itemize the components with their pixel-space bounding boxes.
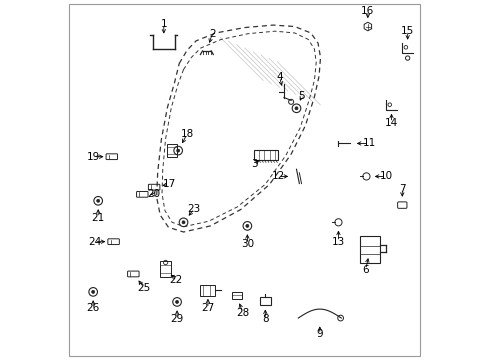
Text: 17: 17: [162, 179, 176, 189]
Text: 21: 21: [91, 213, 104, 222]
Bar: [231, 292, 241, 300]
Text: 18: 18: [180, 129, 193, 139]
Text: 6: 6: [362, 265, 368, 275]
Text: 27: 27: [201, 303, 214, 314]
Text: 11: 11: [362, 139, 375, 148]
Text: 4: 4: [276, 72, 283, 82]
Text: 8: 8: [262, 314, 268, 324]
Text: 14: 14: [384, 118, 397, 128]
Text: 10: 10: [379, 171, 392, 181]
Text: 16: 16: [361, 6, 374, 16]
Text: 22: 22: [169, 275, 183, 285]
Text: 26: 26: [86, 303, 100, 314]
Bar: [160, 261, 171, 277]
Circle shape: [97, 199, 100, 202]
Circle shape: [175, 301, 178, 303]
Text: 5: 5: [298, 91, 305, 102]
Text: 2: 2: [208, 29, 215, 39]
Text: 23: 23: [187, 204, 201, 214]
Bar: [200, 285, 215, 296]
Text: 9: 9: [316, 329, 323, 339]
Text: 20: 20: [147, 189, 161, 199]
Text: 15: 15: [400, 26, 413, 36]
Circle shape: [176, 149, 179, 152]
Bar: [254, 149, 277, 160]
Circle shape: [294, 107, 297, 110]
Bar: [260, 297, 270, 305]
Text: 1: 1: [160, 19, 167, 29]
Text: 7: 7: [398, 184, 405, 194]
Circle shape: [182, 221, 184, 224]
Text: 30: 30: [240, 239, 253, 249]
Circle shape: [91, 291, 95, 293]
Text: 28: 28: [236, 308, 249, 318]
Circle shape: [245, 224, 248, 228]
Bar: [167, 144, 177, 157]
Text: 24: 24: [88, 237, 101, 247]
Text: 19: 19: [86, 152, 100, 162]
Text: 12: 12: [271, 171, 284, 181]
Text: 25: 25: [137, 283, 150, 293]
Text: 29: 29: [170, 314, 183, 324]
Text: 13: 13: [331, 237, 345, 247]
Bar: [360, 237, 379, 264]
Text: 3: 3: [250, 159, 257, 169]
